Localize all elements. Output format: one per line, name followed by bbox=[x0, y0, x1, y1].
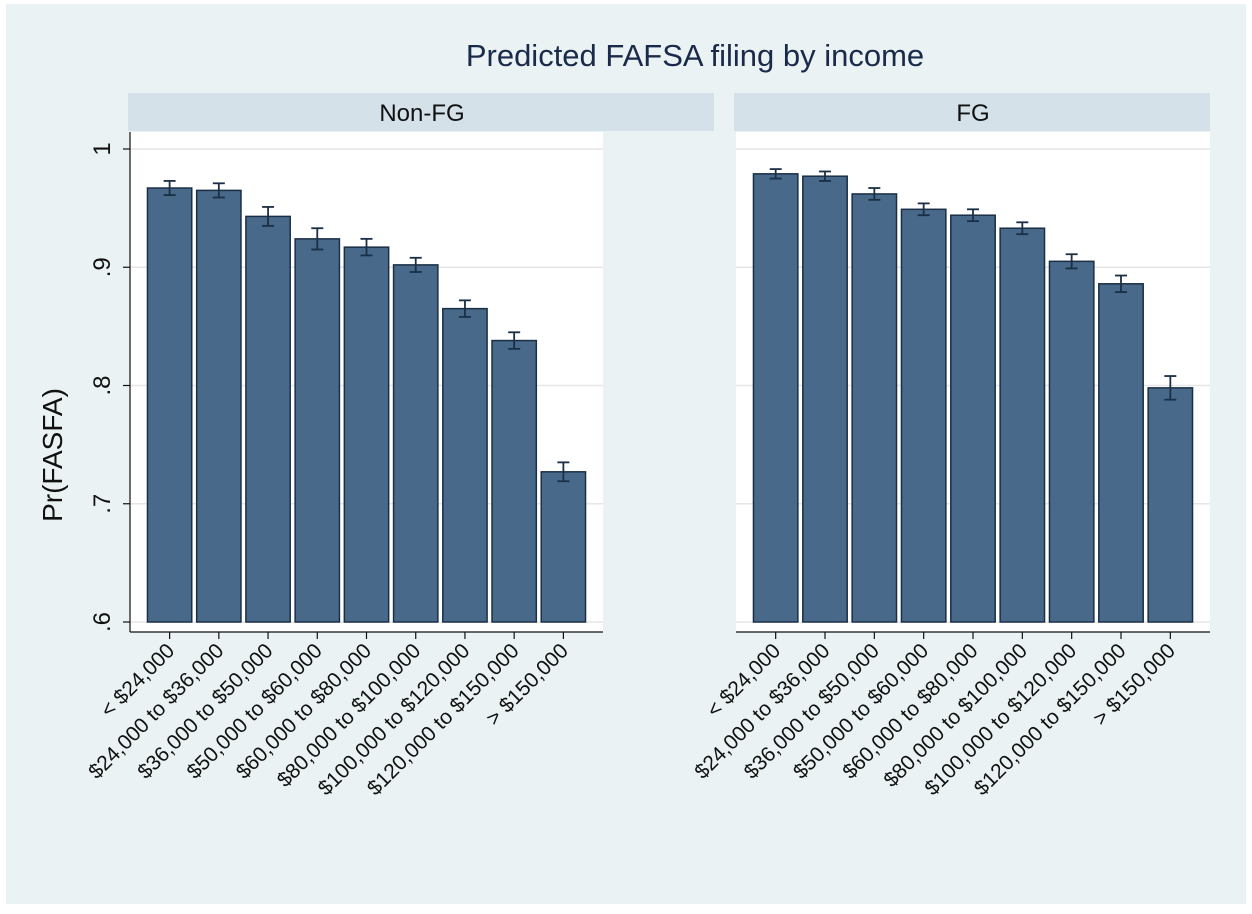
bar bbox=[491, 339, 538, 623]
bar bbox=[245, 215, 291, 623]
y-tick-label: 1 bbox=[89, 142, 116, 155]
bar bbox=[999, 227, 1046, 623]
error-bar bbox=[917, 202, 930, 217]
y-tick-label: .6 bbox=[89, 612, 116, 632]
bar bbox=[442, 307, 488, 623]
error-bar bbox=[409, 256, 422, 273]
bar bbox=[900, 208, 947, 623]
bar bbox=[802, 175, 848, 623]
error-bar bbox=[1115, 274, 1127, 293]
bar bbox=[752, 173, 799, 623]
error-bar bbox=[557, 461, 570, 483]
error-bar bbox=[360, 237, 373, 257]
y-axis-title: Pr(FASFA) bbox=[37, 388, 68, 522]
error-bar bbox=[262, 206, 275, 227]
bar bbox=[950, 214, 996, 623]
chart-title: Predicted FAFSA filing by income bbox=[466, 38, 924, 73]
error-bar bbox=[819, 170, 831, 182]
bar bbox=[851, 193, 898, 623]
error-bar bbox=[508, 331, 521, 350]
error-bar bbox=[1164, 375, 1177, 401]
bar bbox=[195, 189, 242, 623]
y-tick-label: .8 bbox=[89, 375, 116, 395]
bar bbox=[343, 246, 390, 623]
bar bbox=[392, 264, 439, 623]
bar bbox=[294, 238, 341, 623]
error-bar bbox=[868, 187, 881, 201]
error-bar bbox=[458, 299, 471, 318]
error-bar bbox=[163, 180, 176, 197]
panel-title: Non-FG bbox=[379, 100, 464, 127]
bar bbox=[146, 187, 193, 623]
error-bar bbox=[1016, 221, 1029, 236]
error-bar bbox=[311, 227, 324, 251]
panel-title: FG bbox=[956, 100, 989, 127]
error-bar bbox=[769, 168, 782, 180]
bar bbox=[540, 471, 587, 623]
bar bbox=[1048, 260, 1095, 623]
panel-strip bbox=[734, 93, 1210, 131]
y-tick-label: .9 bbox=[89, 257, 116, 277]
panel-strip bbox=[128, 93, 714, 131]
error-bar bbox=[1065, 253, 1078, 270]
error-bar bbox=[212, 182, 225, 199]
bar bbox=[1147, 387, 1194, 623]
bar bbox=[1098, 283, 1144, 623]
y-tick-label: .7 bbox=[89, 494, 116, 514]
error-bar bbox=[967, 208, 979, 223]
